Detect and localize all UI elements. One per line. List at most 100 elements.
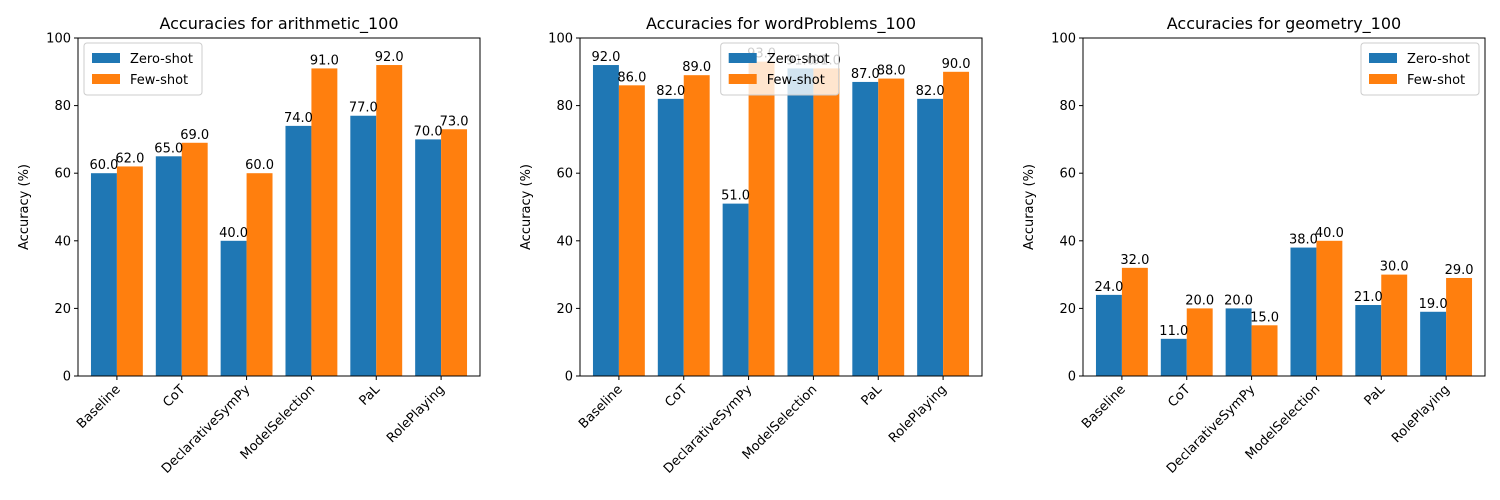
bar-zero-shot-baseline <box>592 65 619 376</box>
bar-value-label: 69.0 <box>180 128 209 143</box>
legend: Zero-shot Few-shot <box>1360 42 1480 96</box>
bar-zero-shot-cot <box>1160 338 1187 376</box>
bar-few-shot-roleplaying <box>943 71 970 377</box>
x-tick-label: RolePlaying <box>384 382 448 446</box>
bar-value-label: 20.0 <box>1185 293 1214 308</box>
y-tick-label: 40 <box>556 234 573 249</box>
bar-value-label: 21.0 <box>1354 290 1383 305</box>
bar-zero-shot-pal <box>852 81 879 376</box>
y-tick-label: 60 <box>54 167 71 182</box>
plot-frame <box>77 37 481 377</box>
y-tick-label: 60 <box>556 167 573 182</box>
bar-value-label: 90.0 <box>942 57 971 72</box>
bar-zero-shot-declarativesympy <box>1225 308 1252 376</box>
bar-zero-shot-declarativesympy <box>722 203 749 376</box>
x-tick-label: RolePlaying <box>1389 382 1453 446</box>
chart-panel-2: Accuracies for wordProblems_100 Accuracy … <box>519 14 983 477</box>
plot-frame <box>579 37 983 377</box>
bar-value-label: 91.0 <box>310 53 339 68</box>
bar-few-shot-baseline <box>618 85 645 376</box>
bar-value-label: 92.0 <box>591 50 620 65</box>
bar-few-shot-pal <box>878 78 905 376</box>
bar-few-shot-roleplaying <box>1446 277 1473 376</box>
bar-value-label: 86.0 <box>617 70 646 85</box>
bar-few-shot-modelselection <box>311 68 338 377</box>
bar-zero-shot-pal <box>350 115 377 377</box>
y-tick-label: 0 <box>63 370 71 385</box>
legend-swatch-few-shot <box>728 74 757 84</box>
bar-value-label: 15.0 <box>1250 310 1279 325</box>
y-tick-label: 20 <box>1059 302 1076 317</box>
y-tick-label: 100 <box>1051 32 1076 47</box>
x-tick-label: PaL <box>859 382 886 409</box>
legend-swatch-few-shot <box>92 74 120 84</box>
x-tick-label: CoT <box>160 382 188 410</box>
bar-zero-shot-baseline <box>90 173 117 376</box>
bar-zero-shot-baseline <box>1095 294 1122 376</box>
bar-value-label: 70.0 <box>414 124 443 139</box>
chart-title: Accuracies for geometry_100 <box>1167 14 1401 34</box>
legend-swatch-zero-shot <box>92 53 120 63</box>
legend-label: Few-shot <box>1407 73 1465 88</box>
y-tick-label: 80 <box>54 99 71 114</box>
bar-value-label: 38.0 <box>1289 233 1318 248</box>
bar-value-label: 29.0 <box>1445 263 1474 278</box>
bar-few-shot-baseline <box>1121 267 1148 376</box>
y-tick-label: 40 <box>1059 234 1076 249</box>
bar-value-label: 88.0 <box>877 64 906 79</box>
chart-title: Accuracies for wordProblems_100 <box>646 14 916 34</box>
bar-few-shot-cot <box>1186 308 1213 376</box>
legend-label: Few-shot <box>130 73 188 88</box>
y-tick-label: 20 <box>54 302 71 317</box>
x-tick-label: RolePlaying <box>886 382 950 446</box>
legend-label: Zero-shot <box>130 52 193 67</box>
bar-value-label: 11.0 <box>1159 324 1188 339</box>
bar-value-label: 60.0 <box>89 158 118 173</box>
x-tick-label: PaL <box>1362 382 1389 409</box>
bar-zero-shot-declarativesympy <box>220 240 247 376</box>
bar-zero-shot-cot <box>155 156 182 376</box>
x-tick-label: Baseline <box>74 382 124 432</box>
y-axis-label: Accuracy (%) <box>1022 164 1037 250</box>
bar-value-label: 89.0 <box>682 60 711 75</box>
bar-few-shot-pal <box>376 65 403 376</box>
bar-few-shot-baseline <box>116 166 143 376</box>
bar-few-shot-cot <box>181 142 208 376</box>
bar-value-label: 82.0 <box>656 84 685 99</box>
bar-value-label: 77.0 <box>349 101 378 116</box>
x-tick-label: Baseline <box>576 382 626 432</box>
x-tick-label: Baseline <box>1079 382 1129 432</box>
bar-value-label: 60.0 <box>245 158 274 173</box>
bar-zero-shot-roleplaying <box>917 98 944 376</box>
y-axis-label: Accuracy (%) <box>519 164 534 250</box>
bar-few-shot-declarativesympy <box>246 173 273 376</box>
bar-value-label: 87.0 <box>851 67 880 82</box>
bar-value-label: 65.0 <box>154 141 183 156</box>
legend: Zero-shot Few-shot <box>720 42 840 96</box>
x-tick-label: CoT <box>1165 382 1193 410</box>
bar-zero-shot-modelselection <box>1290 247 1317 376</box>
y-tick-label: 80 <box>556 99 573 114</box>
bar-value-label: 20.0 <box>1224 293 1253 308</box>
bar-few-shot-declarativesympy <box>1251 325 1278 376</box>
bar-few-shot-roleplaying <box>441 129 468 376</box>
bar-value-label: 19.0 <box>1419 297 1448 312</box>
bar-zero-shot-modelselection <box>787 68 814 377</box>
bar-value-label: 92.0 <box>375 50 404 65</box>
x-tick-label: PaL <box>357 382 384 409</box>
bar-few-shot-modelselection <box>813 68 840 377</box>
bar-value-label: 51.0 <box>721 189 750 204</box>
y-tick-label: 100 <box>548 32 573 47</box>
bar-value-label: 40.0 <box>1315 226 1344 241</box>
legend-label: Few-shot <box>767 73 825 88</box>
y-tick-label: 80 <box>1059 99 1076 114</box>
chart-panel-3: Accuracies for geometry_100 Accuracy (%) 0… <box>1022 14 1486 477</box>
legend-label: Zero-shot <box>1407 52 1470 67</box>
legend-label: Zero-shot <box>767 52 830 67</box>
bar-value-label: 73.0 <box>440 114 469 129</box>
chart-panel-1: Accuracies for arithmetic_100 Accuracy (%… <box>17 14 481 477</box>
y-tick-label: 100 <box>46 32 71 47</box>
legend-swatch-zero-shot <box>1369 53 1397 63</box>
y-tick-label: 0 <box>565 370 573 385</box>
